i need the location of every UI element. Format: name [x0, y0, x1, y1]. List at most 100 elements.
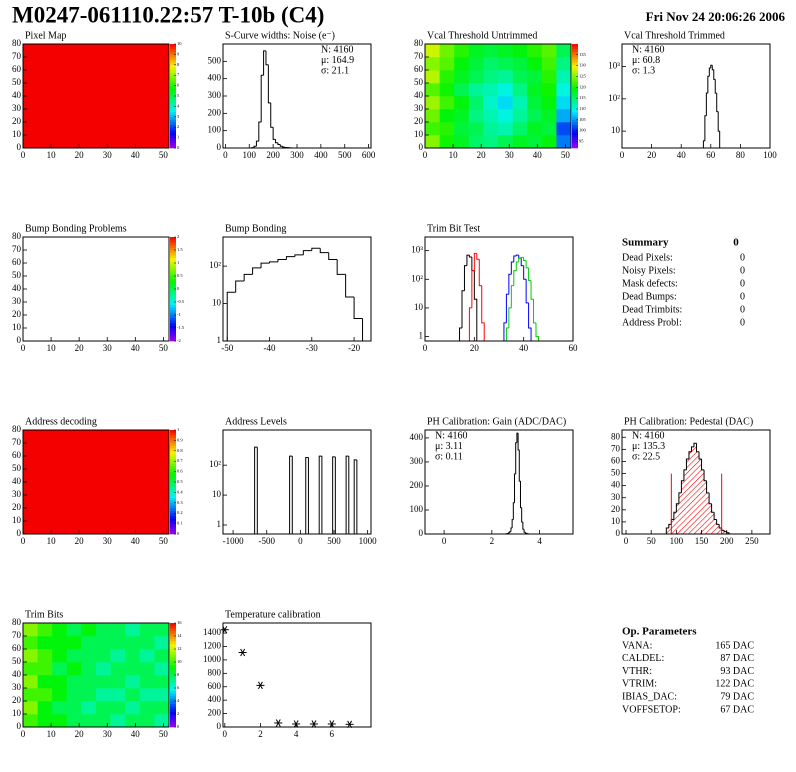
panel: -2 -1.5 -1 -0.5 0 0.5 1 1.5 2 Bump Bonding Proble… [12, 223, 185, 353]
heatmap-cell [527, 83, 543, 97]
stats-line: N: 4160 [321, 44, 354, 55]
heatmap-cell [96, 623, 111, 637]
y-tick-label: 0 [217, 721, 222, 731]
colorbar [170, 250, 176, 253]
colorbar [170, 440, 176, 444]
hist-bin [473, 252, 477, 271]
colorbar [170, 137, 176, 141]
colorbar [170, 721, 176, 725]
hist-bin [311, 247, 321, 251]
heatmap-cell [66, 623, 82, 637]
colorbar [170, 682, 176, 686]
x-tick-label: 0 [423, 150, 428, 160]
colorbar [170, 703, 176, 707]
x-tick-label: 0 [298, 536, 303, 546]
y-tick-label: 10 [212, 489, 222, 499]
colorbar [170, 510, 176, 514]
heatmap-cell [541, 135, 557, 149]
heatmap-cell [139, 649, 155, 663]
hist-bin [260, 262, 270, 268]
colorbar [170, 46, 176, 50]
y-tick-label: 1400 [203, 627, 222, 637]
colorbar [170, 662, 176, 665]
colorbar [170, 688, 176, 691]
colorbar [170, 643, 176, 647]
colorbar [572, 44, 578, 47]
hist-bin [514, 473, 516, 503]
colorbar [170, 432, 176, 436]
colorbar [170, 54, 176, 58]
heatmap-cell [154, 688, 170, 702]
op-label: CALDEL: [622, 653, 664, 664]
y-tick-label: 50 [12, 656, 22, 666]
colorbar [170, 466, 176, 470]
summary-value: 0 [740, 291, 745, 302]
hist-bin [260, 74, 264, 122]
hist-bin [673, 511, 677, 520]
hist-bin [272, 127, 276, 140]
heatmap-cell [527, 57, 543, 71]
stats-line: μ: 3.11 [435, 441, 463, 452]
heatmap-cell [154, 675, 170, 689]
hist-bin [520, 256, 524, 259]
hist-bin [503, 322, 507, 341]
hist-bin [515, 254, 519, 257]
colorbar [170, 476, 176, 480]
colorbar [572, 83, 578, 86]
colorbar [170, 623, 176, 626]
colorbar [170, 508, 176, 511]
heatmap-cell [52, 675, 68, 689]
heatmap-cell [154, 662, 170, 676]
panel-title: Bump Bonding [225, 223, 286, 234]
heatmap-cell [541, 70, 557, 84]
heatmap-cell [125, 623, 141, 637]
y-tick-label: 200 [410, 480, 424, 490]
heatmap-cell [498, 57, 513, 71]
heatmap-cell [556, 122, 572, 136]
panel-title: Address Levels [225, 416, 287, 427]
colorbar-label: 7 [177, 72, 180, 77]
heatmap-cell [110, 701, 126, 715]
op-label: VTRIM: [622, 679, 657, 690]
y-tick-label: 40 [12, 476, 22, 486]
colorbar [170, 515, 176, 519]
colorbar [572, 62, 578, 66]
y-tick-label: 60 [611, 456, 621, 466]
hist-bin [513, 255, 517, 263]
colorbar [170, 299, 176, 303]
colorbar-label: 0.3 [177, 500, 183, 505]
heatmap-cell [110, 675, 126, 689]
heatmap-cell [66, 662, 82, 676]
colorbar-label: 10 [177, 41, 182, 46]
y-tick-label: 10 [212, 298, 222, 308]
heatmap-cell [37, 662, 53, 676]
colorbar-label: 135 [579, 52, 587, 57]
hist-fill [701, 469, 705, 534]
colorbar [170, 461, 176, 465]
colorbar [170, 456, 176, 459]
hist-bin [668, 523, 672, 528]
summary-label: Dead Pixels: [622, 252, 673, 263]
colorbar-label: -1 [177, 312, 181, 317]
hist-bin [701, 459, 705, 471]
colorbar [572, 116, 578, 120]
colorbar [170, 338, 176, 342]
y-tick-label: 60 [12, 643, 22, 653]
colorbar-label: 2 [177, 711, 179, 716]
hist-bin [255, 140, 259, 147]
colorbar [170, 145, 176, 149]
x-tick-label: 80 [736, 150, 746, 160]
colorbar [170, 57, 176, 60]
heatmap-cell [96, 688, 111, 702]
colorbar-label: 4 [177, 103, 180, 108]
heatmap-cell [454, 44, 470, 58]
hist-bin [505, 327, 509, 341]
colorbar [170, 513, 176, 517]
hist-bin [508, 273, 512, 295]
colorbar [170, 83, 176, 86]
y-tick-label: 20 [611, 504, 621, 514]
colorbar [170, 302, 176, 305]
hist-fill [709, 503, 712, 534]
hist-bin [520, 258, 524, 267]
heatmap-cell [439, 44, 455, 58]
